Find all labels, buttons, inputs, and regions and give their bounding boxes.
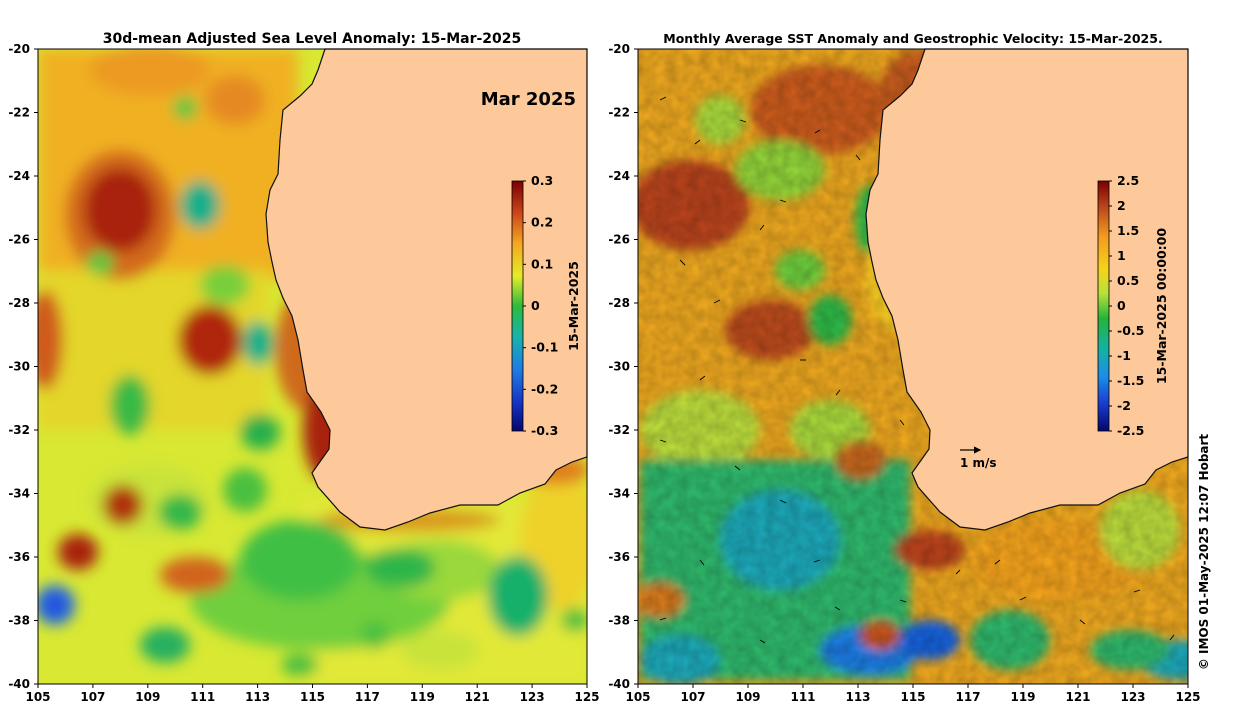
colorbar-tick-label: -0.3: [531, 423, 558, 438]
colorbar-tick-label: 2.5: [1117, 173, 1139, 188]
y-tick-label: -28: [608, 296, 630, 310]
vector-scale-label: 1 m/s: [960, 456, 997, 470]
x-tick-label: 115: [900, 690, 925, 704]
y-tick-label: -22: [8, 106, 30, 120]
y-tick-label: -38: [608, 614, 630, 628]
colorbar-tick-label: 0: [1117, 298, 1126, 313]
colorbar-tick-label: -2.5: [1117, 423, 1144, 438]
x-tick-label: 113: [845, 690, 870, 704]
colorbar-tick-label: 0: [531, 298, 540, 313]
y-tick-label: -20: [8, 42, 30, 56]
sst-axes: 105 107 109 111 113 115 117 119 121 123 125-20-22-…: [608, 42, 1200, 704]
y-tick-label: -32: [608, 423, 630, 437]
sla-chart-title: 30d-mean Adjusted Sea Level Anomaly: 15-…: [103, 31, 522, 47]
y-tick-label: -20: [608, 42, 630, 56]
sst-colorbar-label: 15-Mar-2025 00:00:00: [1154, 228, 1169, 384]
colorbar-tick-label: -0.5: [1117, 323, 1144, 338]
sla-colorbar-label: 15-Mar-2025: [566, 261, 581, 351]
colorbar-tick-label: 0.5: [1117, 273, 1139, 288]
sst-colorbar-ticks: 2.5 2 1.5 1 0.5 0 -0.5 -1 -1.5 -2 -2.5: [1109, 173, 1144, 438]
x-tick-label: 125: [1175, 690, 1200, 704]
sla-colorbar: [511, 180, 524, 432]
x-tick-label: 105: [625, 690, 650, 704]
y-tick-label: -36: [608, 550, 630, 564]
x-tick-label: 109: [135, 690, 160, 704]
sla-colorbar-ticks: 0.3 0.2 0.1 0 -0.1 -0.2 -0.3: [523, 173, 558, 438]
y-tick-label: -38: [8, 614, 30, 628]
y-tick-label: -32: [8, 423, 30, 437]
x-tick-label: 107: [80, 690, 105, 704]
x-tick-label: 117: [355, 690, 380, 704]
colorbar-tick-label: -0.1: [531, 340, 558, 355]
y-tick-label: -40: [8, 677, 30, 691]
y-tick-label: -22: [608, 106, 630, 120]
colorbar-tick-label: 2: [1117, 198, 1126, 213]
y-tick-label: -34: [8, 487, 30, 501]
vector-scale: 1 m/s: [960, 446, 997, 470]
sla-axes: 105 107 109 111 113 115 117 119 121 123 125 -20 -22 -…: [8, 42, 599, 704]
y-tick-label: -24: [8, 169, 30, 183]
x-tick-label: 111: [790, 690, 815, 704]
x-tick-label: 111: [190, 690, 215, 704]
sst-colorbar: [1097, 180, 1110, 432]
australia-land: [265, 48, 588, 531]
colorbar-tick-label: 1: [1117, 248, 1126, 263]
x-tick-label: 115: [300, 690, 325, 704]
sst-map-panel: 1 m/s: [638, 48, 1189, 684]
x-tick-label: 125: [574, 690, 599, 704]
x-tick-label: 117: [955, 690, 980, 704]
sst-chart-title: Monthly Average SST Anomaly and Geostrop…: [663, 31, 1162, 46]
x-tick-label: 119: [1010, 690, 1035, 704]
colorbar-tick-label: -1: [1117, 348, 1131, 363]
y-tick-label: -26: [8, 233, 30, 247]
sla-map-panel: [38, 48, 588, 684]
x-tick-label: 105: [25, 690, 50, 704]
x-tick-label: 123: [1120, 690, 1145, 704]
y-tick-label: -36: [8, 550, 30, 564]
imos-credit: © IMOS 01-May-2025 12:07 Hobart: [1197, 434, 1211, 671]
y-tick-label: -34: [608, 487, 630, 501]
colorbar-tick-label: 0.2: [531, 215, 553, 230]
colorbar-tick-label: 1.5: [1117, 223, 1139, 238]
x-tick-label: 109: [735, 690, 760, 704]
y-tick-label: -24: [608, 169, 630, 183]
x-tick-label: 107: [680, 690, 705, 704]
x-tick-label: 113: [245, 690, 270, 704]
colorbar-tick-label: -1.5: [1117, 373, 1144, 388]
colorbar-tick-label: -2: [1117, 398, 1131, 413]
colorbar-tick-label: 0.1: [531, 256, 553, 271]
x-tick-label: 123: [520, 690, 545, 704]
colorbar-tick-label: -0.2: [531, 381, 558, 396]
y-tick-label: -26: [608, 233, 630, 247]
month-annotation: Mar 2025: [481, 89, 576, 110]
y-tick-label: -30: [608, 360, 630, 374]
x-tick-label: 121: [1065, 690, 1090, 704]
y-tick-label: -30: [8, 360, 30, 374]
x-tick-label: 119: [410, 690, 435, 704]
colorbar-tick-label: 0.3: [531, 173, 553, 188]
y-tick-label: -28: [8, 296, 30, 310]
y-tick-label: -40: [608, 677, 630, 691]
x-tick-label: 121: [465, 690, 490, 704]
